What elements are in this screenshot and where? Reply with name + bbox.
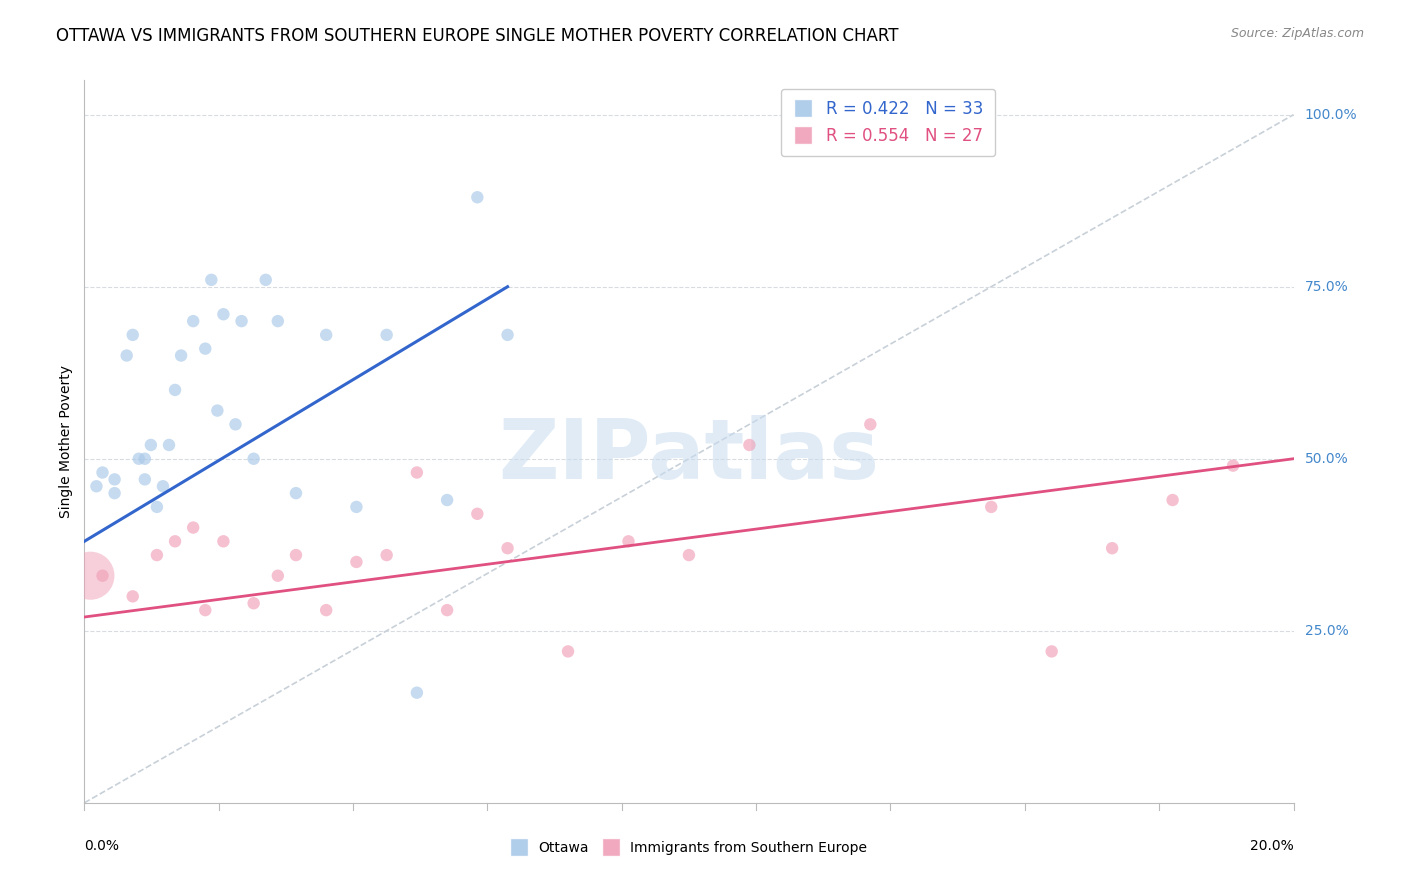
- Point: [496, 327, 519, 342]
- Point: [467, 190, 489, 204]
- Point: [678, 548, 700, 562]
- Point: [194, 342, 217, 356]
- Point: [859, 417, 882, 432]
- Point: [375, 548, 398, 562]
- Point: [225, 417, 247, 432]
- Point: [1040, 644, 1063, 658]
- Point: [406, 686, 429, 700]
- Point: [436, 603, 458, 617]
- Point: [436, 493, 458, 508]
- Point: [152, 479, 174, 493]
- Point: [738, 438, 761, 452]
- Point: [115, 349, 138, 363]
- Point: [128, 451, 150, 466]
- Point: [207, 403, 229, 417]
- Text: 20.0%: 20.0%: [1250, 838, 1294, 853]
- Point: [375, 327, 398, 342]
- Text: 100.0%: 100.0%: [1305, 108, 1357, 121]
- Point: [86, 479, 108, 493]
- Point: [267, 314, 290, 328]
- Point: [165, 383, 187, 397]
- Text: 0.0%: 0.0%: [84, 838, 120, 853]
- Text: 75.0%: 75.0%: [1305, 280, 1348, 293]
- Point: [134, 451, 156, 466]
- Point: [231, 314, 253, 328]
- Point: [181, 520, 204, 534]
- Point: [242, 451, 264, 466]
- Point: [146, 500, 169, 514]
- Point: [104, 486, 127, 500]
- Y-axis label: Single Mother Poverty: Single Mother Poverty: [59, 365, 73, 518]
- Point: [91, 568, 114, 582]
- Point: [242, 596, 264, 610]
- Text: OTTAWA VS IMMIGRANTS FROM SOUTHERN EUROPE SINGLE MOTHER POVERTY CORRELATION CHAR: OTTAWA VS IMMIGRANTS FROM SOUTHERN EUROP…: [56, 27, 898, 45]
- Point: [91, 466, 114, 480]
- Text: 50.0%: 50.0%: [1305, 451, 1348, 466]
- Point: [104, 472, 127, 486]
- Point: [1161, 493, 1184, 508]
- Point: [139, 438, 162, 452]
- Point: [1101, 541, 1123, 556]
- Point: [315, 603, 337, 617]
- Point: [181, 314, 204, 328]
- Point: [346, 500, 368, 514]
- Point: [165, 534, 187, 549]
- Text: ZIPatlas: ZIPatlas: [499, 416, 879, 497]
- Point: [146, 548, 169, 562]
- Point: [346, 555, 368, 569]
- Point: [267, 568, 290, 582]
- Point: [194, 603, 217, 617]
- Text: Source: ZipAtlas.com: Source: ZipAtlas.com: [1230, 27, 1364, 40]
- Text: 25.0%: 25.0%: [1305, 624, 1348, 638]
- Point: [496, 541, 519, 556]
- Point: [285, 548, 308, 562]
- Point: [315, 327, 337, 342]
- Point: [212, 534, 235, 549]
- Point: [170, 349, 193, 363]
- Point: [121, 590, 143, 604]
- Point: [212, 307, 235, 321]
- Point: [254, 273, 277, 287]
- Point: [134, 472, 156, 486]
- Point: [617, 534, 640, 549]
- Point: [157, 438, 180, 452]
- Point: [79, 568, 101, 582]
- Point: [406, 466, 429, 480]
- Point: [557, 644, 579, 658]
- Point: [1222, 458, 1244, 473]
- Legend: Ottawa, Immigrants from Southern Europe: Ottawa, Immigrants from Southern Europe: [505, 836, 873, 861]
- Point: [121, 327, 143, 342]
- Point: [285, 486, 308, 500]
- Point: [200, 273, 222, 287]
- Point: [467, 507, 489, 521]
- Point: [980, 500, 1002, 514]
